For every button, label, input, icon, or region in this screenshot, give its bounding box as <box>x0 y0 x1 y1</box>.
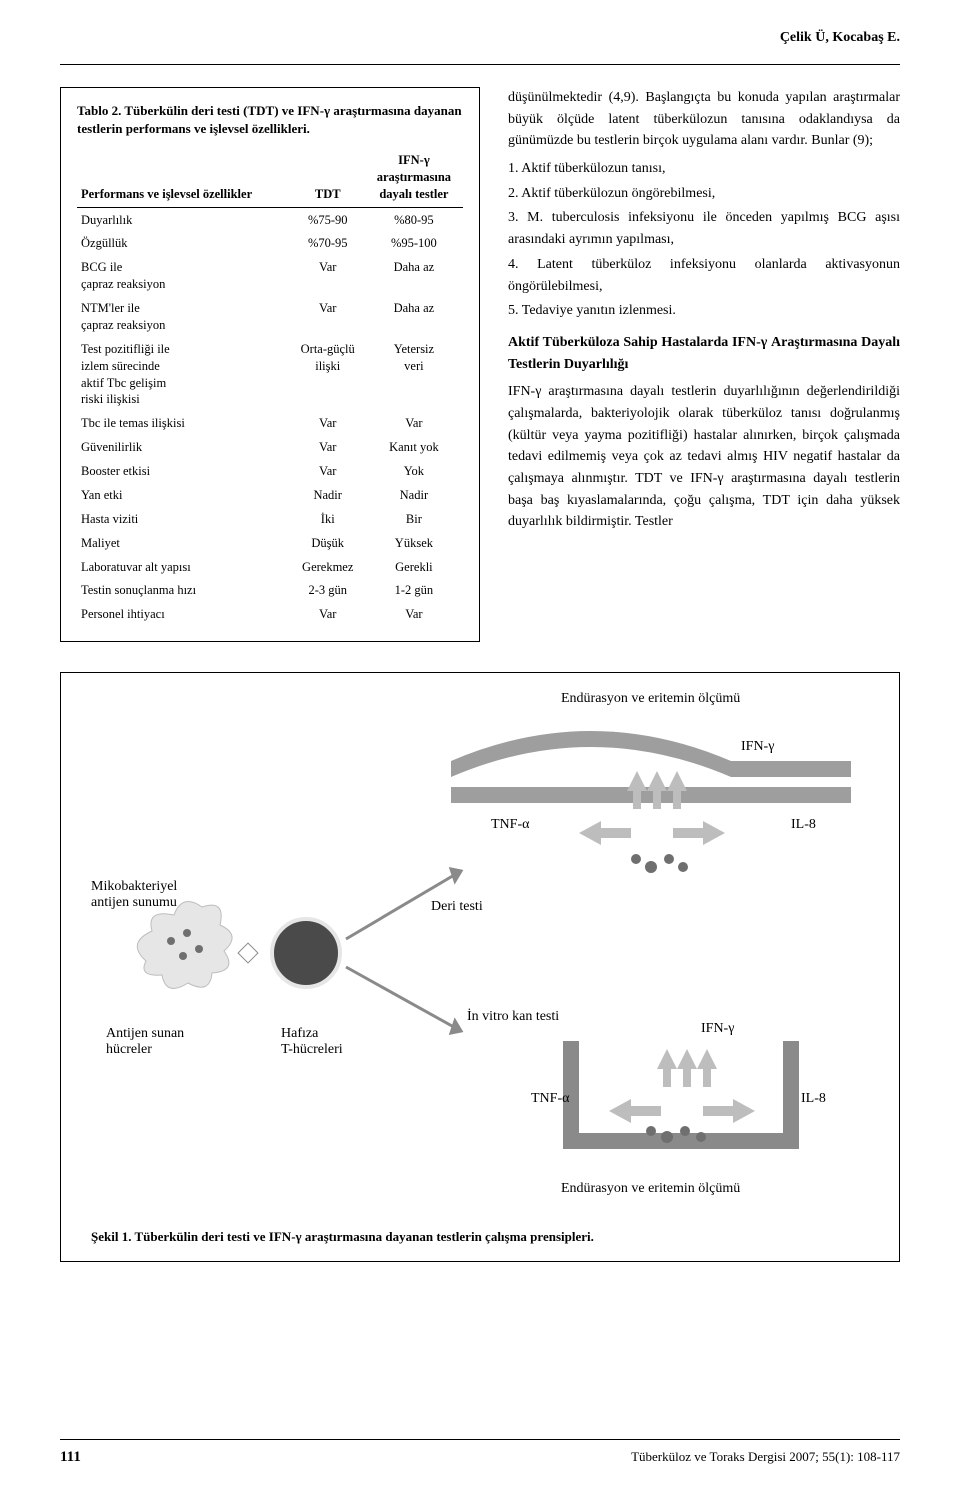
lbl-ifng-top: IFN-γ <box>741 739 774 755</box>
figure-1-box: Endürasyon ve eritemin ölçümü IFN-γ TNF-… <box>60 672 900 1262</box>
cell-param: Tbc ile temas ilişkisi <box>77 412 291 436</box>
table-row: Testin sonuçlanma hızı2-3 gün1-2 gün <box>77 579 463 603</box>
cell-ifn: Nadir <box>365 483 463 507</box>
cell-tdt: Var <box>291 603 365 627</box>
table-row: MaliyetDüşükYüksek <box>77 531 463 555</box>
cell-tdt: Var <box>291 412 365 436</box>
list-item: 5. Tedaviye yanıtın izlenmesi. <box>508 300 900 322</box>
figure-svg <box>91 691 871 1221</box>
th-param: Performans ve işlevsel özellikler <box>77 148 291 207</box>
list-item: 4. Latent tüberküloz infeksiyonu olanlar… <box>508 254 900 297</box>
table-row: Test pozitifliği ile izlem sürecinde akt… <box>77 337 463 412</box>
cell-ifn: Bir <box>365 507 463 531</box>
lbl-tnfa-top: TNF-α <box>491 817 529 833</box>
section-subhead: Aktif Tüberküloza Sahip Hastalarda IFN-γ… <box>508 332 900 375</box>
lbl-il8-top: IL-8 <box>791 817 816 833</box>
cell-ifn: Yok <box>365 460 463 484</box>
table-row: Booster etkisiVarYok <box>77 460 463 484</box>
cell-param: Maliyet <box>77 531 291 555</box>
cell-tdt: Var <box>291 297 365 338</box>
cell-param: Güvenilirlik <box>77 436 291 460</box>
cell-param: Hasta viziti <box>77 507 291 531</box>
cell-tdt: Düşük <box>291 531 365 555</box>
table-row: Hasta vizitiİkiBir <box>77 507 463 531</box>
lbl-tnfa-bot: TNF-α <box>531 1091 569 1107</box>
cell-param: NTM'ler ile çapraz reaksiyon <box>77 297 291 338</box>
cell-ifn: %95-100 <box>365 232 463 256</box>
rule-bottom <box>60 1439 900 1440</box>
th-ifn: IFN-γ araştırmasına dayalı testler <box>365 148 463 207</box>
journal-ref: Tüberküloz ve Toraks Dergisi 2007; 55(1)… <box>631 1449 900 1465</box>
cell-tdt: %75-90 <box>291 208 365 232</box>
cell-tdt: Var <box>291 256 365 297</box>
cell-ifn: 1-2 gün <box>365 579 463 603</box>
para-1: düşünülmektedir (4,9). Başlangıçta bu ko… <box>508 87 900 152</box>
body-text-column: düşünülmektedir (4,9). Başlangıçta bu ko… <box>508 87 900 642</box>
cell-tdt: Var <box>291 460 365 484</box>
cell-param: Testin sonuçlanma hızı <box>77 579 291 603</box>
cell-tdt: Nadir <box>291 483 365 507</box>
figure-canvas: Endürasyon ve eritemin ölçümü IFN-γ TNF-… <box>91 691 869 1221</box>
cell-ifn: %80-95 <box>365 208 463 232</box>
lbl-apc: Antijen sunan hücreler <box>106 1026 184 1058</box>
table-row: BCG ile çapraz reaksiyonVarDaha az <box>77 256 463 297</box>
lbl-invitro: İn vitro kan testi <box>467 1009 559 1025</box>
lbl-il8-bot: IL-8 <box>801 1091 826 1107</box>
lbl-myco: Mikobakteriyel antijen sunumu <box>91 879 177 911</box>
table-row: GüvenilirlikVarKanıt yok <box>77 436 463 460</box>
cell-ifn: Var <box>365 412 463 436</box>
cell-tdt: %70-95 <box>291 232 365 256</box>
table-row: NTM'ler ile çapraz reaksiyonVarDaha az <box>77 297 463 338</box>
cell-param: Duyarlılık <box>77 208 291 232</box>
table-2-box: Tablo 2. Tüberkülin deri testi (TDT) ve … <box>60 87 480 642</box>
cell-tdt: Var <box>291 436 365 460</box>
cell-param: Test pozitifliği ile izlem sürecinde akt… <box>77 337 291 412</box>
running-head: Çelik Ü, Kocabaş E. <box>60 30 900 46</box>
cell-param: Özgüllük <box>77 232 291 256</box>
table-row: Yan etkiNadirNadir <box>77 483 463 507</box>
lbl-deri: Deri testi <box>431 899 483 915</box>
table-row: Özgüllük%70-95%95-100 <box>77 232 463 256</box>
cell-param: Booster etkisi <box>77 460 291 484</box>
lbl-mem: Hafıza T-hücreleri <box>281 1026 343 1058</box>
cell-ifn: Kanıt yok <box>365 436 463 460</box>
main-two-column: Tablo 2. Tüberkülin deri testi (TDT) ve … <box>60 87 900 642</box>
lbl-ifng-bot: IFN-γ <box>701 1021 734 1037</box>
cell-param: BCG ile çapraz reaksiyon <box>77 256 291 297</box>
numbered-list: 1. Aktif tüberkülozun tanısı, 2. Aktif tü… <box>508 158 900 322</box>
cell-ifn: Yetersiz veri <box>365 337 463 412</box>
rule-top <box>60 64 900 65</box>
cell-ifn: Var <box>365 603 463 627</box>
list-item: 3. M. tuberculosis infeksiyonu ile önced… <box>508 207 900 250</box>
cell-param: Yan etki <box>77 483 291 507</box>
list-item: 2. Aktif tüberkülozun öngörebilmesi, <box>508 183 900 205</box>
page-footer: 111 Tüberküloz ve Toraks Dergisi 2007; 5… <box>60 1449 900 1466</box>
lbl-bottom-measure: Endürasyon ve eritemin ölçümü <box>561 1181 740 1197</box>
figure-caption: Şekil 1. Tüberkülin deri testi ve IFN-γ … <box>91 1229 869 1245</box>
table-row: Laboratuvar alt yapısıGerekmezGerekli <box>77 555 463 579</box>
list-item: 1. Aktif tüberkülozun tanısı, <box>508 158 900 180</box>
comparison-table: Performans ve işlevsel özellikler TDT IF… <box>77 148 463 626</box>
table-row: Duyarlılık%75-90%80-95 <box>77 208 463 232</box>
cell-ifn: Daha az <box>365 297 463 338</box>
th-tdt: TDT <box>291 148 365 207</box>
cell-tdt: 2-3 gün <box>291 579 365 603</box>
page-number: 111 <box>60 1449 81 1466</box>
cell-tdt: Gerekmez <box>291 555 365 579</box>
cell-param: Personel ihtiyacı <box>77 603 291 627</box>
cell-ifn: Gerekli <box>365 555 463 579</box>
table-row: Personel ihtiyacıVarVar <box>77 603 463 627</box>
para-2: IFN-γ araştırmasına dayalı testlerin duy… <box>508 381 900 533</box>
cell-ifn: Daha az <box>365 256 463 297</box>
cell-param: Laboratuvar alt yapısı <box>77 555 291 579</box>
cell-ifn: Yüksek <box>365 531 463 555</box>
cell-tdt: Orta-güçlü ilişki <box>291 337 365 412</box>
table-row: Tbc ile temas ilişkisiVarVar <box>77 412 463 436</box>
cell-tdt: İki <box>291 507 365 531</box>
lbl-top-measure: Endürasyon ve eritemin ölçümü <box>561 691 740 707</box>
table-title: Tablo 2. Tüberkülin deri testi (TDT) ve … <box>77 102 463 138</box>
